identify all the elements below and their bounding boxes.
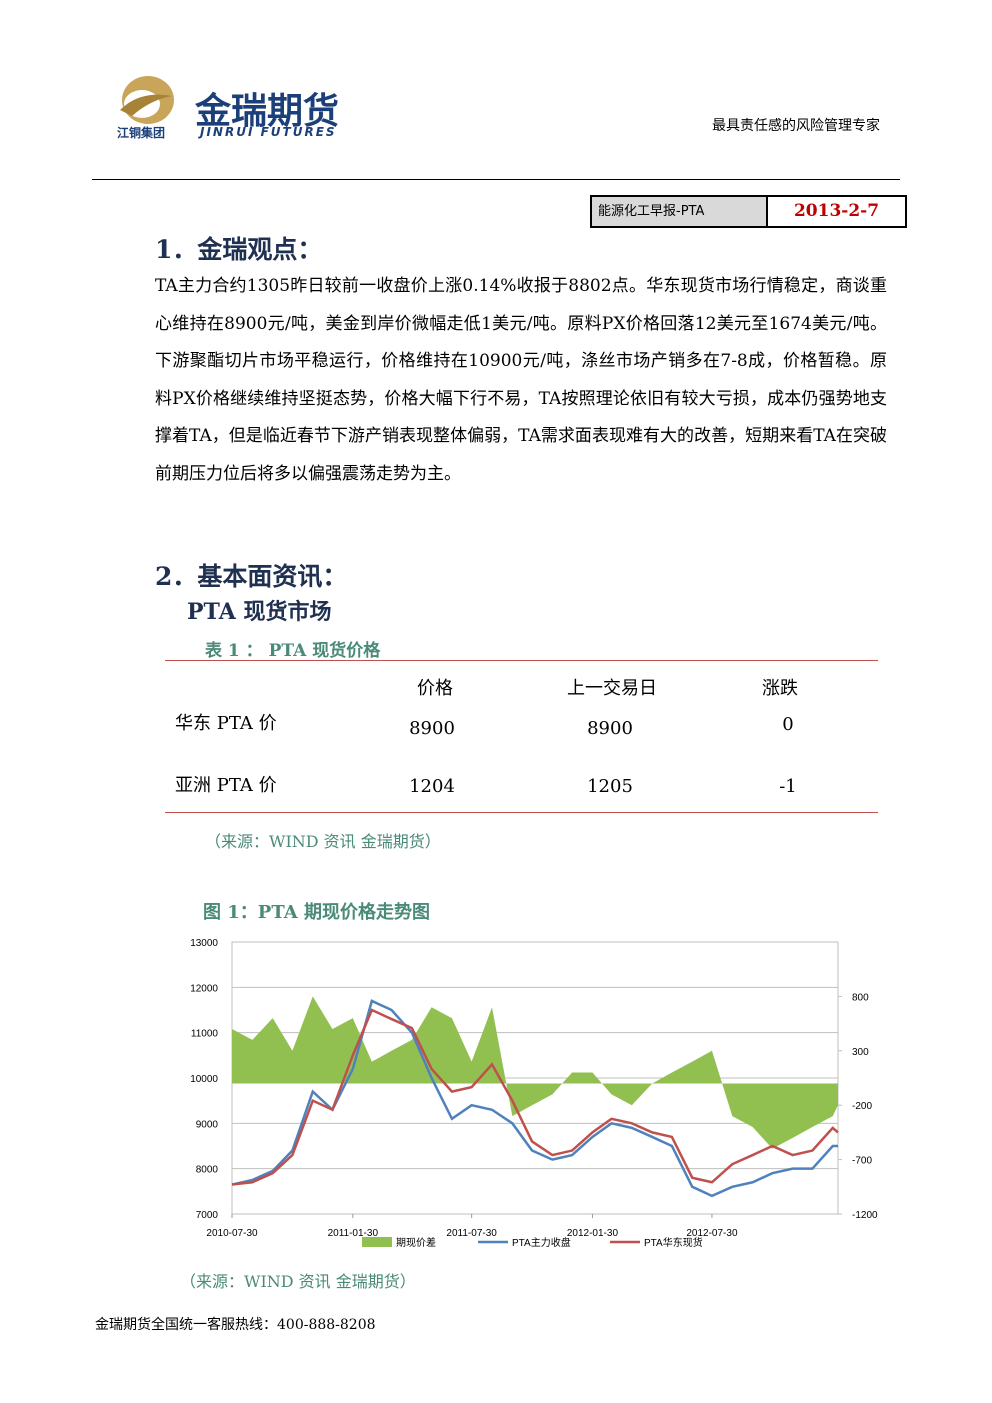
- chart: 7000 8000 9000 10000 11000 12000 13000 -1200 -70…: [190, 938, 878, 1249]
- column-header: 上一交易日: [567, 678, 657, 699]
- report-name: 能源化工早报-PTA: [592, 197, 768, 226]
- y2-tick-label: -700: [852, 1156, 872, 1167]
- y-tick-label: 13000: [190, 938, 218, 949]
- source: （来源：WIND 资讯 金瑞期货）: [180, 1272, 416, 1291]
- x-tick-label: 2012-07-30: [686, 1228, 738, 1239]
- cell: 0: [782, 714, 794, 735]
- y-tick-label: 11000: [191, 1029, 219, 1040]
- cell: 8900: [587, 718, 633, 739]
- legend-label: 期现价差: [396, 1236, 436, 1249]
- group: 江铜集团: [117, 126, 166, 140]
- area: [232, 996, 838, 1149]
- cell: -1: [779, 776, 797, 797]
- y2-tick-label: 800: [852, 992, 869, 1003]
- heading: 1．金瑞观点：: [155, 235, 323, 264]
- y2-tick-label: -1200: [852, 1210, 878, 1221]
- logo: [120, 76, 174, 124]
- slogan: 最具责任感的风险管理专家: [712, 118, 880, 134]
- x-tick-label: 2011-07-30: [446, 1228, 497, 1239]
- cell: 8900: [409, 718, 455, 739]
- legend-label: PTA华东现货: [644, 1236, 703, 1249]
- line: [231, 1008, 839, 1186]
- heading: 2．基本面资讯：: [155, 562, 348, 591]
- cell: 1204: [409, 776, 455, 797]
- row-label: 华东 PTA 价: [175, 713, 277, 734]
- y-tick-label: 9000: [196, 1119, 219, 1130]
- y-tick-label: 12000: [190, 983, 218, 994]
- legend-swatch: [362, 1237, 392, 1247]
- paragraph: TA主力合约1305昨日较前一收盘价上涨0.14%收报于8802点。华东现货市场…: [155, 276, 887, 484]
- y-tick-label: 8000: [196, 1165, 219, 1176]
- x-tick-label: 2012-01-30: [567, 1228, 619, 1239]
- y-tick-label: 7000: [196, 1210, 219, 1221]
- report-box: 能源化工早报-PTA 2013-2-7: [590, 195, 907, 228]
- report-date: 2013-2-7: [793, 201, 880, 221]
- y2-tick-label: 300: [852, 1047, 869, 1058]
- y-tick-label: 10000: [190, 1074, 218, 1085]
- row-label: 亚洲 PTA 价: [175, 775, 277, 796]
- column-header: 价格: [417, 678, 453, 699]
- cell: 1205: [587, 776, 633, 797]
- source: （来源：WIND 资讯 金瑞期货）: [205, 832, 441, 851]
- brand-en: JINRUI FUTURES: [200, 125, 337, 139]
- legend-label: PTA主力收盘: [512, 1236, 571, 1249]
- column-header: 涨跌: [762, 678, 798, 699]
- rule: [92, 179, 900, 180]
- footer: 金瑞期货全国统一客服热线：400-888-8208: [95, 1317, 376, 1333]
- x-tick-label: 2010-07-30: [206, 1228, 258, 1239]
- y2-tick-label: -200: [852, 1101, 872, 1112]
- table-caption: 表 1 ： PTA 现货价格: [205, 641, 381, 661]
- brand: 金瑞期货: [195, 91, 340, 132]
- table-rule: [165, 660, 878, 661]
- subheading: PTA 现货市场: [187, 599, 332, 625]
- x-tick-label: 2011-01-30: [328, 1228, 379, 1239]
- figure-title: 图 1：PTA 期现价格走势图: [203, 902, 430, 923]
- table-rule: [165, 812, 878, 813]
